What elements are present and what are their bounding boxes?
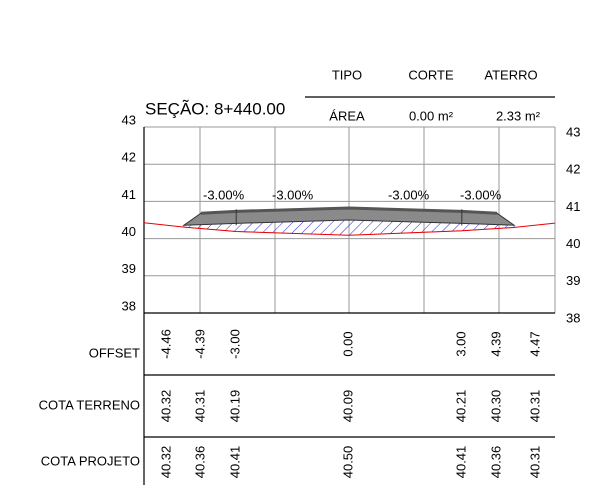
row-value: 40.31 <box>527 390 542 423</box>
row-value: 40.41 <box>453 446 468 479</box>
elev-right: 40 <box>566 236 580 251</box>
elev-right: 38 <box>566 310 580 325</box>
slope-label: -3.00% <box>388 187 430 202</box>
row-value: 40.21 <box>453 390 468 423</box>
col-tipo: TIPO <box>332 67 362 82</box>
grid: 43 43 42 42 41 41 40 40 39 39 38 38 <box>122 112 580 485</box>
row-value: 40.09 <box>340 390 355 423</box>
row-value: 40.50 <box>340 446 355 479</box>
row-value: 40.36 <box>192 446 207 479</box>
drawing: -3.00% -3.00% -3.00% -3.00% <box>143 187 556 236</box>
row-value: 3.00 <box>453 331 468 356</box>
area-corte: 0.00 m² <box>409 108 454 123</box>
row-value: 40.31 <box>192 390 207 423</box>
elev-left: 42 <box>122 150 136 165</box>
row-value: -4.39 <box>192 329 207 359</box>
row-value: 40.32 <box>158 446 173 479</box>
col-aterro: ATERRO <box>484 67 537 82</box>
elev-right: 41 <box>566 199 580 214</box>
elev-left: 39 <box>122 261 136 276</box>
row-value: 40.41 <box>227 446 242 479</box>
section-title: SEÇÃO: 8+440.00 <box>145 99 285 118</box>
elev-right: 42 <box>566 162 580 177</box>
table: OFFSET -4.46 -4.39 -3.00 0.00 3.00 4.39 4.47 COT… <box>39 329 555 478</box>
elev-left: 43 <box>122 112 136 127</box>
slope-label: -3.00% <box>203 187 245 202</box>
row-value: 4.47 <box>527 331 542 356</box>
pavement-top <box>200 206 498 215</box>
row-label: OFFSET <box>89 345 140 360</box>
row-value: 40.30 <box>488 390 503 423</box>
row-value: 40.19 <box>227 390 242 423</box>
row-label: COTA PROJETO <box>41 453 140 468</box>
row-value: 4.39 <box>488 331 503 356</box>
elev-right: 43 <box>566 124 580 139</box>
row-area: ÁREA <box>329 108 365 123</box>
row-value: 0.00 <box>340 331 355 356</box>
elev-left: 40 <box>122 224 136 239</box>
row-value: -4.46 <box>158 329 173 359</box>
row-value: 40.36 <box>488 446 503 479</box>
slope-label: -3.00% <box>272 187 314 202</box>
row-value: 40.32 <box>158 390 173 423</box>
elev-right: 39 <box>566 273 580 288</box>
row-label: COTA TERRENO <box>39 397 140 412</box>
row-value: -3.00 <box>227 329 242 359</box>
elev-left: 41 <box>122 187 136 202</box>
slope-label: -3.00% <box>460 187 502 202</box>
elev-left: 38 <box>122 298 136 313</box>
col-corte: CORTE <box>408 67 454 82</box>
ground-line <box>143 222 556 236</box>
row-value: 40.31 <box>527 446 542 479</box>
area-aterro: 2.33 m² <box>496 108 541 123</box>
